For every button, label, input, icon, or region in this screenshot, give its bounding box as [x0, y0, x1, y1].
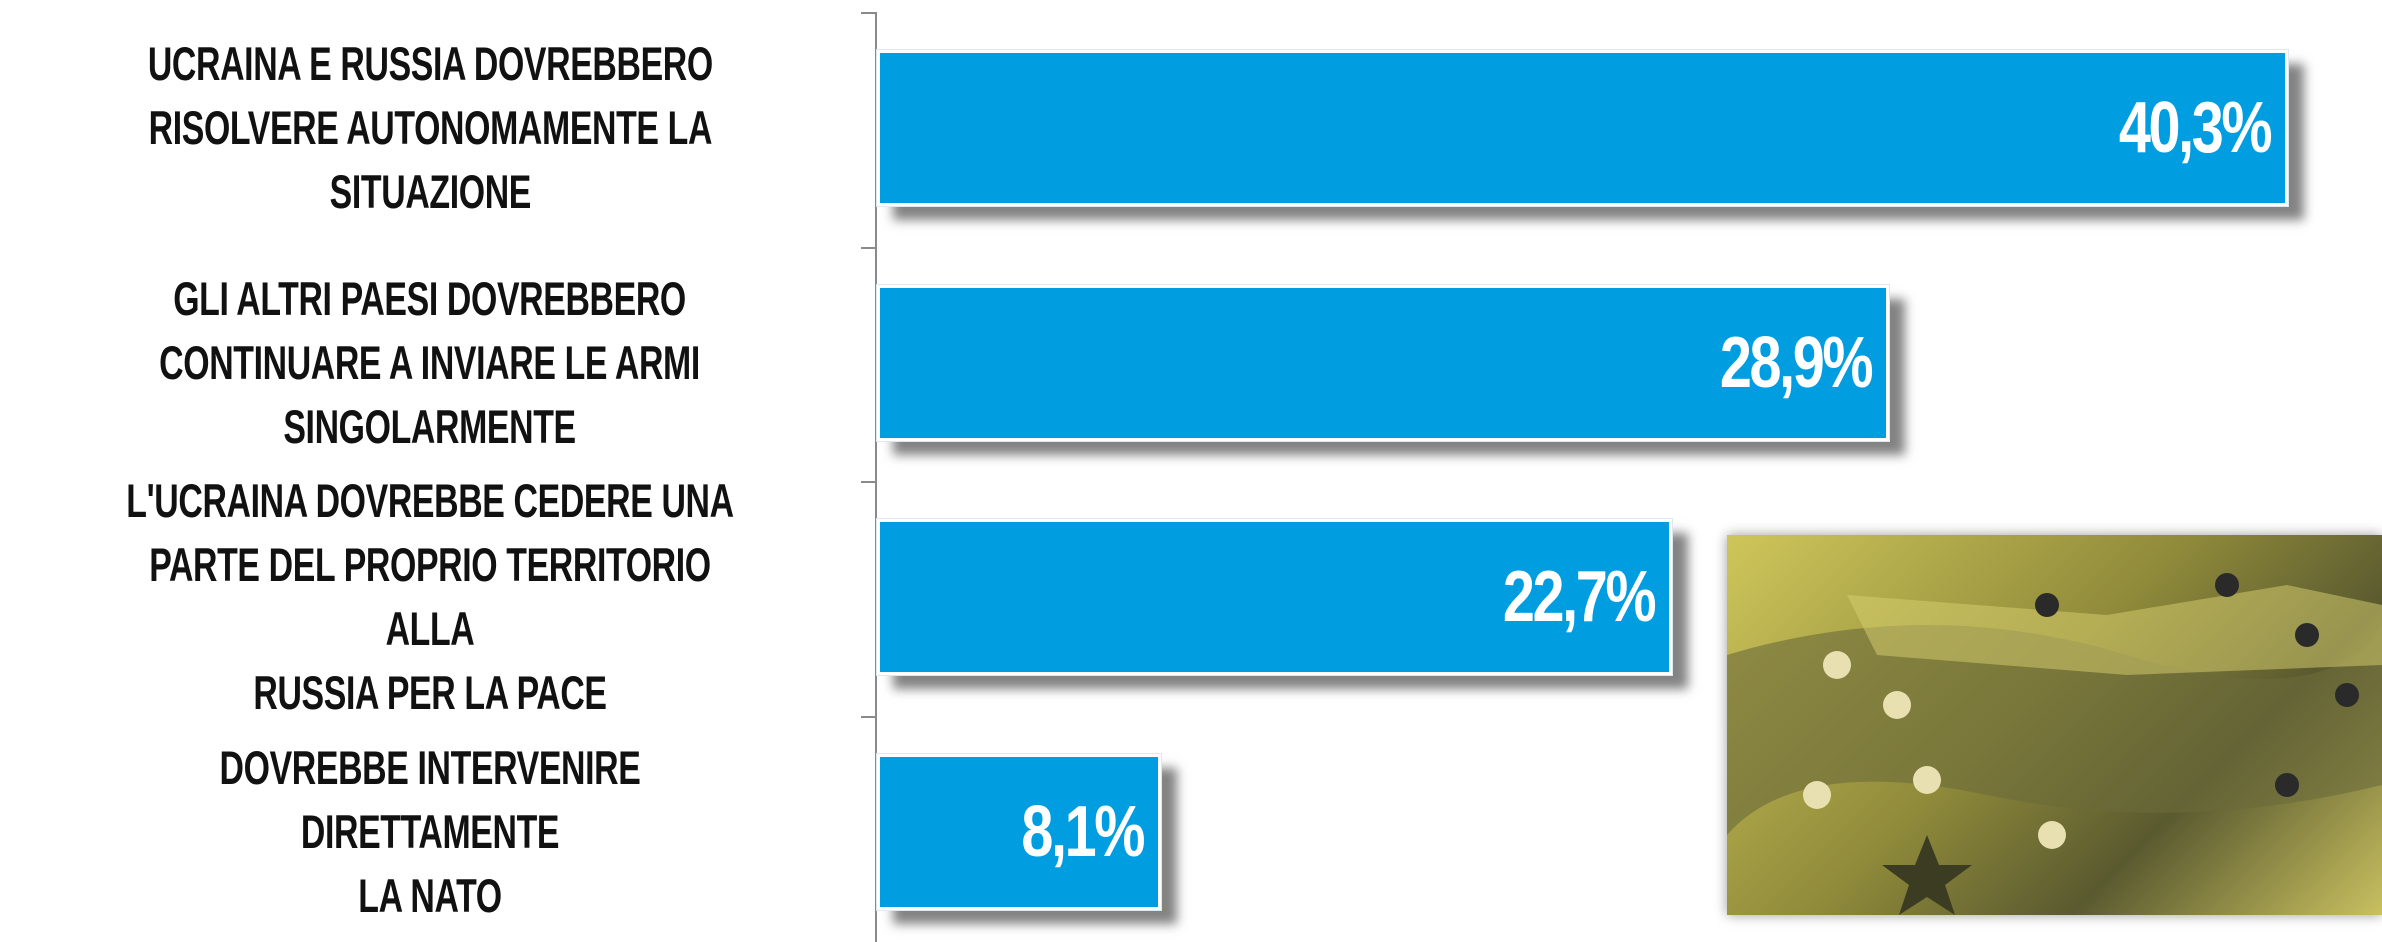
- category-text: GLI ALTRI PAESI DOVREBBERO CONTINUARE A …: [160, 267, 701, 459]
- category-text: L'UCRAINA DOVREBBE CEDERE UNA PARTE DEL …: [120, 469, 739, 725]
- photo: [1727, 535, 2382, 915]
- axis-tick: [861, 12, 875, 14]
- value-label: 22,7%: [1503, 522, 1654, 672]
- category-label: L'UCRAINA DOVREBBE CEDERE UNA PARTE DEL …: [0, 499, 860, 695]
- axis-tick: [861, 481, 875, 483]
- value-label: 8,1%: [1022, 757, 1144, 907]
- axis-tick: [861, 247, 875, 249]
- value-label: 28,9%: [1720, 288, 1871, 438]
- page: {"chart_data": {"type": "bar", "orientat…: [0, 0, 2382, 942]
- category-text: UCRAINA E RUSSIA DOVREBBERO RISOLVERE AU…: [147, 32, 712, 224]
- category-label: DOVREBBE INTERVENIRE DIRETTAMENTE LA NAT…: [0, 734, 860, 930]
- bar: 28,9%: [877, 285, 1889, 441]
- value-label: 40,3%: [2119, 53, 2270, 203]
- category-label: GLI ALTRI PAESI DOVREBBERO CONTINUARE A …: [0, 265, 860, 461]
- bar: 22,7%: [877, 519, 1672, 675]
- bar: 8,1%: [877, 754, 1161, 910]
- category-label: UCRAINA E RUSSIA DOVREBBERO RISOLVERE AU…: [0, 30, 860, 226]
- bar: 40,3%: [877, 50, 2288, 206]
- category-text: DOVREBBE INTERVENIRE DIRETTAMENTE LA NAT…: [120, 736, 739, 928]
- axis-tick: [861, 716, 875, 718]
- chart: UCRAINA E RUSSIA DOVREBBERO RISOLVERE AU…: [0, 0, 2382, 942]
- photo-art: [1727, 535, 2382, 915]
